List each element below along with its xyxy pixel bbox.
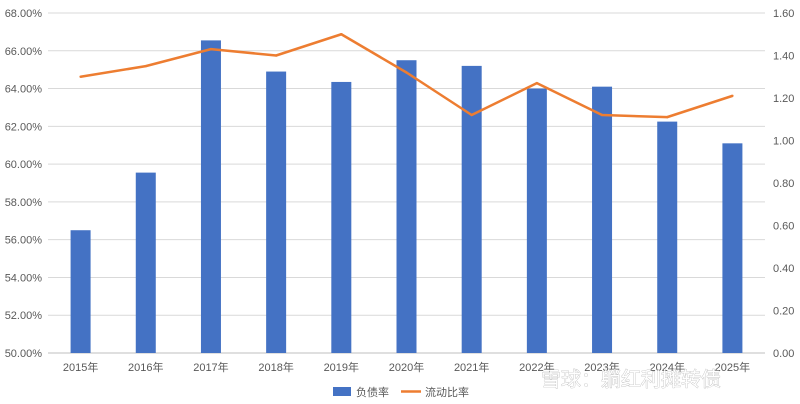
legend-swatch-bar xyxy=(333,387,351,396)
left-tick-label: 66.00% xyxy=(5,46,43,58)
left-tick-label: 50.00% xyxy=(5,348,43,360)
x-tick-label: 2024年 xyxy=(649,360,684,374)
bar xyxy=(396,60,417,353)
left-axis: 50.00% 52.00% 54.00% 56.00% 58.00% 60.00% 62.0… xyxy=(5,8,43,360)
left-tick-label: 64.00% xyxy=(5,84,43,96)
x-tick-label: 2020年 xyxy=(389,360,424,374)
line-point xyxy=(535,81,539,85)
right-axis: 0.00 0.20 0.40 0.60 0.80 1.00 1.20 1.40 1.60 xyxy=(773,8,794,360)
legend-label-bar: 负债率 xyxy=(356,385,389,399)
left-tick-label: 62.00% xyxy=(5,121,43,133)
legend-label-line: 流动比率 xyxy=(425,385,469,399)
x-tick-label: 2019年 xyxy=(324,360,359,374)
bar xyxy=(461,65,482,353)
x-tick-label: 2022年 xyxy=(519,360,554,374)
x-tick-label: 2025年 xyxy=(715,360,750,374)
line-point xyxy=(209,47,213,51)
bar-series xyxy=(70,40,743,354)
x-tick-label: 2018年 xyxy=(258,360,293,374)
right-tick-label: 0.00 xyxy=(773,348,794,360)
bar xyxy=(722,143,743,353)
x-axis: 2015年 2016年 2017年 2018年 2019年 2020年 2021年 2022年… xyxy=(63,360,750,374)
bar xyxy=(331,81,352,353)
left-tick-label: 56.00% xyxy=(5,235,43,247)
bar xyxy=(200,40,221,354)
right-tick-label: 0.60 xyxy=(773,221,794,233)
right-tick-label: 0.20 xyxy=(773,306,794,318)
right-tick-label: 1.00 xyxy=(773,136,794,148)
right-tick-label: 0.40 xyxy=(773,263,794,275)
line-point xyxy=(405,71,408,74)
left-tick-label: 68.00% xyxy=(5,8,43,20)
x-tick-label: 2021年 xyxy=(454,360,489,374)
bar xyxy=(526,88,547,354)
line-point xyxy=(470,113,473,117)
line-point xyxy=(144,64,147,68)
line-point xyxy=(79,75,82,78)
bar xyxy=(657,121,678,353)
right-tick-label: 1.40 xyxy=(773,51,794,63)
x-tick-label: 2016年 xyxy=(128,360,163,374)
x-tick-label: 2017年 xyxy=(193,360,228,374)
x-tick-label: 2015年 xyxy=(63,360,98,374)
left-tick-label: 60.00% xyxy=(5,159,43,171)
x-tick-label: 2023年 xyxy=(584,360,619,374)
line-point xyxy=(600,113,604,117)
left-tick-label: 52.00% xyxy=(5,310,43,322)
line-point xyxy=(731,94,734,98)
line-series xyxy=(79,33,734,119)
left-tick-label: 58.00% xyxy=(5,197,43,209)
bar xyxy=(70,230,91,353)
bar xyxy=(592,86,613,354)
watermark: 雪球：躺红利摊转债 xyxy=(541,367,721,391)
right-tick-label: 1.60 xyxy=(773,8,794,20)
left-tick-label: 54.00% xyxy=(5,272,43,284)
line-point xyxy=(666,115,669,119)
line-point xyxy=(274,54,278,57)
line-point xyxy=(340,33,343,36)
legend: 负债率 流动比率 xyxy=(333,385,469,399)
bar xyxy=(135,172,156,353)
bar xyxy=(266,71,287,354)
right-tick-label: 0.80 xyxy=(773,178,794,190)
right-tick-label: 1.20 xyxy=(773,93,794,105)
